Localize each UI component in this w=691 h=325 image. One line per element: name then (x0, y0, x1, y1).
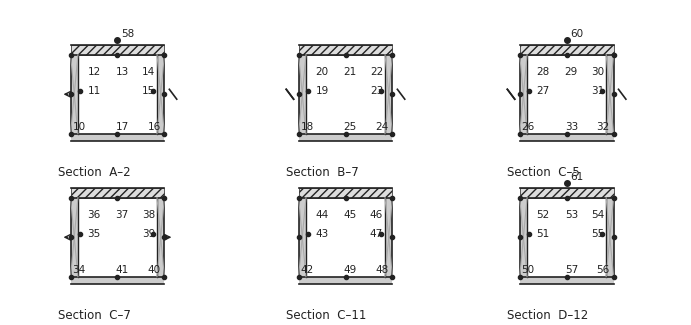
Text: 28: 28 (537, 67, 550, 76)
Bar (606, 55, 614, 134)
Bar (385, 55, 392, 134)
Bar (70, 55, 78, 134)
Text: 48: 48 (375, 265, 389, 275)
Text: Section  D–12: Section D–12 (507, 309, 589, 322)
Text: Section  C–7: Section C–7 (58, 309, 131, 322)
Bar (157, 55, 164, 134)
Text: 16: 16 (147, 122, 161, 132)
Text: 24: 24 (375, 122, 389, 132)
Text: 47: 47 (370, 228, 383, 239)
Bar (520, 55, 527, 134)
Text: 40: 40 (147, 265, 160, 275)
Bar (299, 188, 392, 198)
Text: 31: 31 (591, 85, 604, 96)
Bar (70, 45, 164, 55)
Bar (520, 45, 614, 55)
Text: 23: 23 (370, 85, 383, 96)
Bar (520, 188, 614, 198)
Text: 32: 32 (596, 122, 610, 132)
Text: 60: 60 (570, 29, 583, 39)
Bar (299, 188, 392, 198)
Text: 14: 14 (142, 67, 155, 76)
Bar (70, 188, 164, 198)
Text: 35: 35 (88, 228, 101, 239)
Text: 21: 21 (343, 67, 357, 76)
Text: 51: 51 (537, 228, 550, 239)
Bar (606, 198, 614, 277)
Bar (70, 188, 164, 198)
Text: 25: 25 (343, 122, 357, 132)
Text: 55: 55 (591, 228, 604, 239)
Text: Section  C–5: Section C–5 (507, 166, 580, 179)
Bar (157, 198, 164, 277)
Text: 30: 30 (591, 67, 604, 76)
Text: 44: 44 (316, 210, 329, 219)
Text: 34: 34 (73, 265, 86, 275)
Bar (70, 198, 78, 277)
Bar (299, 277, 392, 284)
Text: 36: 36 (88, 210, 101, 219)
Text: 17: 17 (115, 122, 129, 132)
Text: 45: 45 (343, 210, 357, 219)
Bar (299, 45, 392, 55)
Bar (70, 45, 164, 55)
Text: 38: 38 (142, 210, 155, 219)
Bar (70, 277, 164, 284)
Text: 46: 46 (370, 210, 383, 219)
Text: 53: 53 (565, 210, 578, 219)
Text: 18: 18 (301, 122, 314, 132)
Text: 10: 10 (73, 122, 86, 132)
Text: 11: 11 (88, 85, 101, 96)
Text: 43: 43 (316, 228, 329, 239)
Text: 20: 20 (316, 67, 329, 76)
Text: 49: 49 (343, 265, 357, 275)
Bar (520, 188, 614, 198)
Text: 50: 50 (522, 265, 535, 275)
Text: 33: 33 (565, 122, 578, 132)
Text: 52: 52 (537, 210, 550, 219)
Bar (385, 198, 392, 277)
Text: 61: 61 (570, 172, 584, 182)
Text: 15: 15 (142, 85, 155, 96)
Bar (520, 277, 614, 284)
Text: Section  A–2: Section A–2 (58, 166, 131, 179)
Text: 29: 29 (565, 67, 578, 76)
Bar (299, 198, 306, 277)
Bar (70, 134, 164, 141)
Text: 22: 22 (370, 67, 383, 76)
Text: 26: 26 (522, 122, 535, 132)
Text: 12: 12 (88, 67, 101, 76)
Bar (520, 134, 614, 141)
Text: 13: 13 (115, 67, 129, 76)
Text: 58: 58 (121, 29, 135, 39)
Bar (299, 55, 306, 134)
Text: 57: 57 (565, 265, 578, 275)
Text: Section  C–11: Section C–11 (286, 309, 367, 322)
Text: 54: 54 (591, 210, 604, 219)
Text: 37: 37 (115, 210, 129, 219)
Bar (299, 134, 392, 141)
Text: 39: 39 (142, 228, 155, 239)
Bar (299, 45, 392, 55)
Text: Section  B–7: Section B–7 (286, 166, 359, 179)
Text: 42: 42 (301, 265, 314, 275)
Text: 41: 41 (115, 265, 129, 275)
Text: 56: 56 (596, 265, 610, 275)
Text: 27: 27 (537, 85, 550, 96)
Text: 19: 19 (316, 85, 329, 96)
Bar (520, 45, 614, 55)
Bar (520, 198, 527, 277)
